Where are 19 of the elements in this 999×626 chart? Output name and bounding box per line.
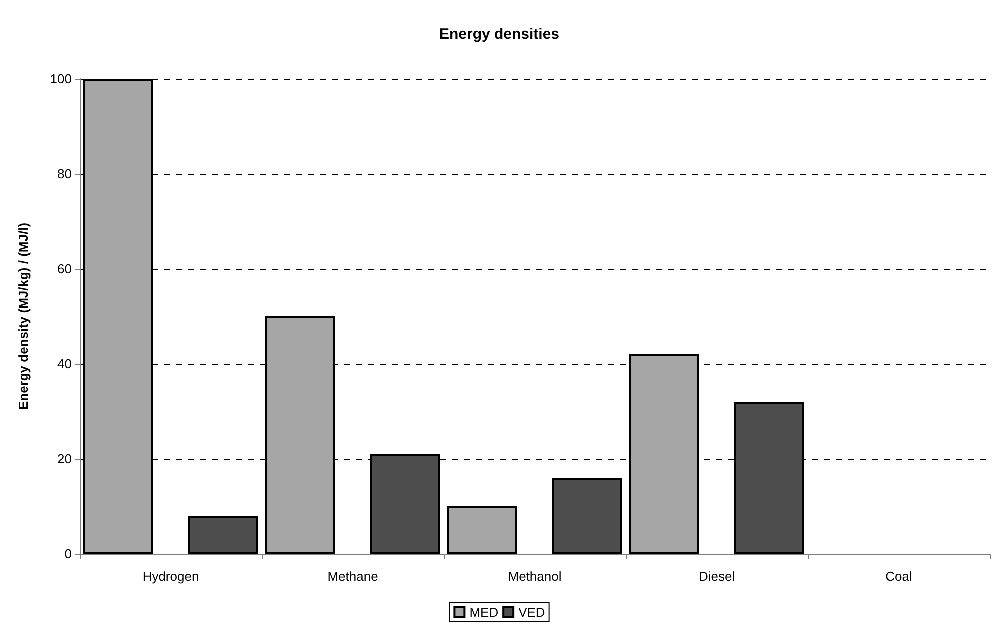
y-tick-label: 0 bbox=[64, 546, 72, 562]
bar bbox=[448, 506, 518, 554]
bar bbox=[552, 478, 622, 554]
x-tick-label: Methane bbox=[328, 569, 378, 584]
x-tick-label: Methanol bbox=[508, 569, 562, 584]
y-tick-label: 100 bbox=[50, 72, 72, 86]
bar bbox=[188, 516, 258, 554]
legend-label: VED bbox=[518, 605, 546, 620]
y-tick-label: 20 bbox=[58, 452, 72, 466]
y-tick-label: 60 bbox=[58, 262, 72, 276]
y-axis-title: Energy density (MJ/kg) / (MJ/l) bbox=[16, 222, 31, 410]
legend-label: MED bbox=[470, 605, 499, 620]
x-tick-label: Diesel bbox=[698, 569, 736, 584]
y-tick-label: 80 bbox=[58, 166, 72, 182]
x-tick-label: Coal bbox=[886, 569, 912, 584]
bar bbox=[630, 354, 700, 554]
x-tick-label: Hydrogen bbox=[142, 569, 200, 584]
chart-title: Energy densities bbox=[439, 26, 560, 43]
y-tick-label: 40 bbox=[58, 356, 72, 372]
